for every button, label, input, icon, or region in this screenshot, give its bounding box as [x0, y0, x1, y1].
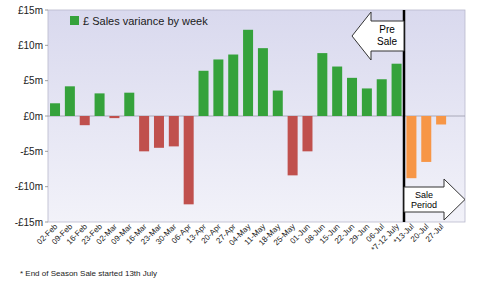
y-tick-label: £15m: [18, 5, 43, 16]
pre-sale-arrow: [352, 12, 404, 60]
bar: [392, 64, 402, 116]
bar: [243, 30, 253, 116]
y-tick-label: £5m: [24, 75, 43, 86]
y-tick-label: -£10m: [15, 181, 43, 192]
bar: [80, 116, 90, 125]
y-tick-label: -£15m: [15, 217, 43, 228]
bar: [332, 67, 342, 116]
bar: [95, 93, 105, 116]
sale-period-arrow: [404, 179, 465, 220]
bar: [154, 116, 164, 148]
legend-swatch: [70, 16, 79, 25]
bar: [228, 55, 238, 116]
text-line: Pre: [379, 24, 395, 35]
bar: [124, 93, 134, 116]
bar: [362, 88, 372, 116]
bar: [169, 116, 179, 146]
y-tick-label: -£5m: [20, 146, 43, 157]
text-line: Sale: [377, 36, 397, 47]
bar: [421, 116, 431, 162]
text-line: Sale: [415, 190, 433, 200]
chart: £15m£10m£5m£0m-£5m-£10m-£15m02-Feb09-Feb…: [0, 0, 480, 284]
bars: [50, 30, 446, 205]
y-tick-label: £0m: [24, 111, 43, 122]
plot-area: [48, 10, 465, 222]
bar: [317, 53, 327, 116]
bar: [109, 116, 119, 118]
bar: [347, 78, 357, 116]
bar: [199, 71, 209, 116]
bar: [65, 86, 75, 116]
y-tick: [45, 116, 48, 117]
y-tick-label: £10m: [18, 40, 43, 51]
bar: [184, 116, 194, 204]
y-tick: [45, 186, 48, 187]
y-tick: [45, 45, 48, 46]
text-line: Period: [411, 200, 437, 210]
y-tick: [45, 151, 48, 152]
bar: [436, 116, 446, 124]
bar: [258, 48, 268, 116]
bar: [139, 116, 149, 151]
legend-label: £ Sales variance by week: [83, 15, 208, 27]
y-tick: [45, 222, 48, 223]
y-tick: [45, 10, 48, 11]
bar: [50, 103, 60, 116]
bar: [288, 116, 298, 175]
bar: [273, 91, 283, 116]
annotation: SalePeriod: [411, 190, 437, 210]
annotation: PreSale: [377, 24, 397, 47]
bar: [406, 116, 416, 178]
bar: [302, 116, 312, 151]
bar: [213, 59, 223, 116]
x-tick-label: 27-Jul: [424, 222, 446, 244]
bar: [377, 79, 387, 116]
footnote: * End of Season Sale started 13th July: [20, 269, 157, 278]
y-tick: [45, 80, 48, 81]
